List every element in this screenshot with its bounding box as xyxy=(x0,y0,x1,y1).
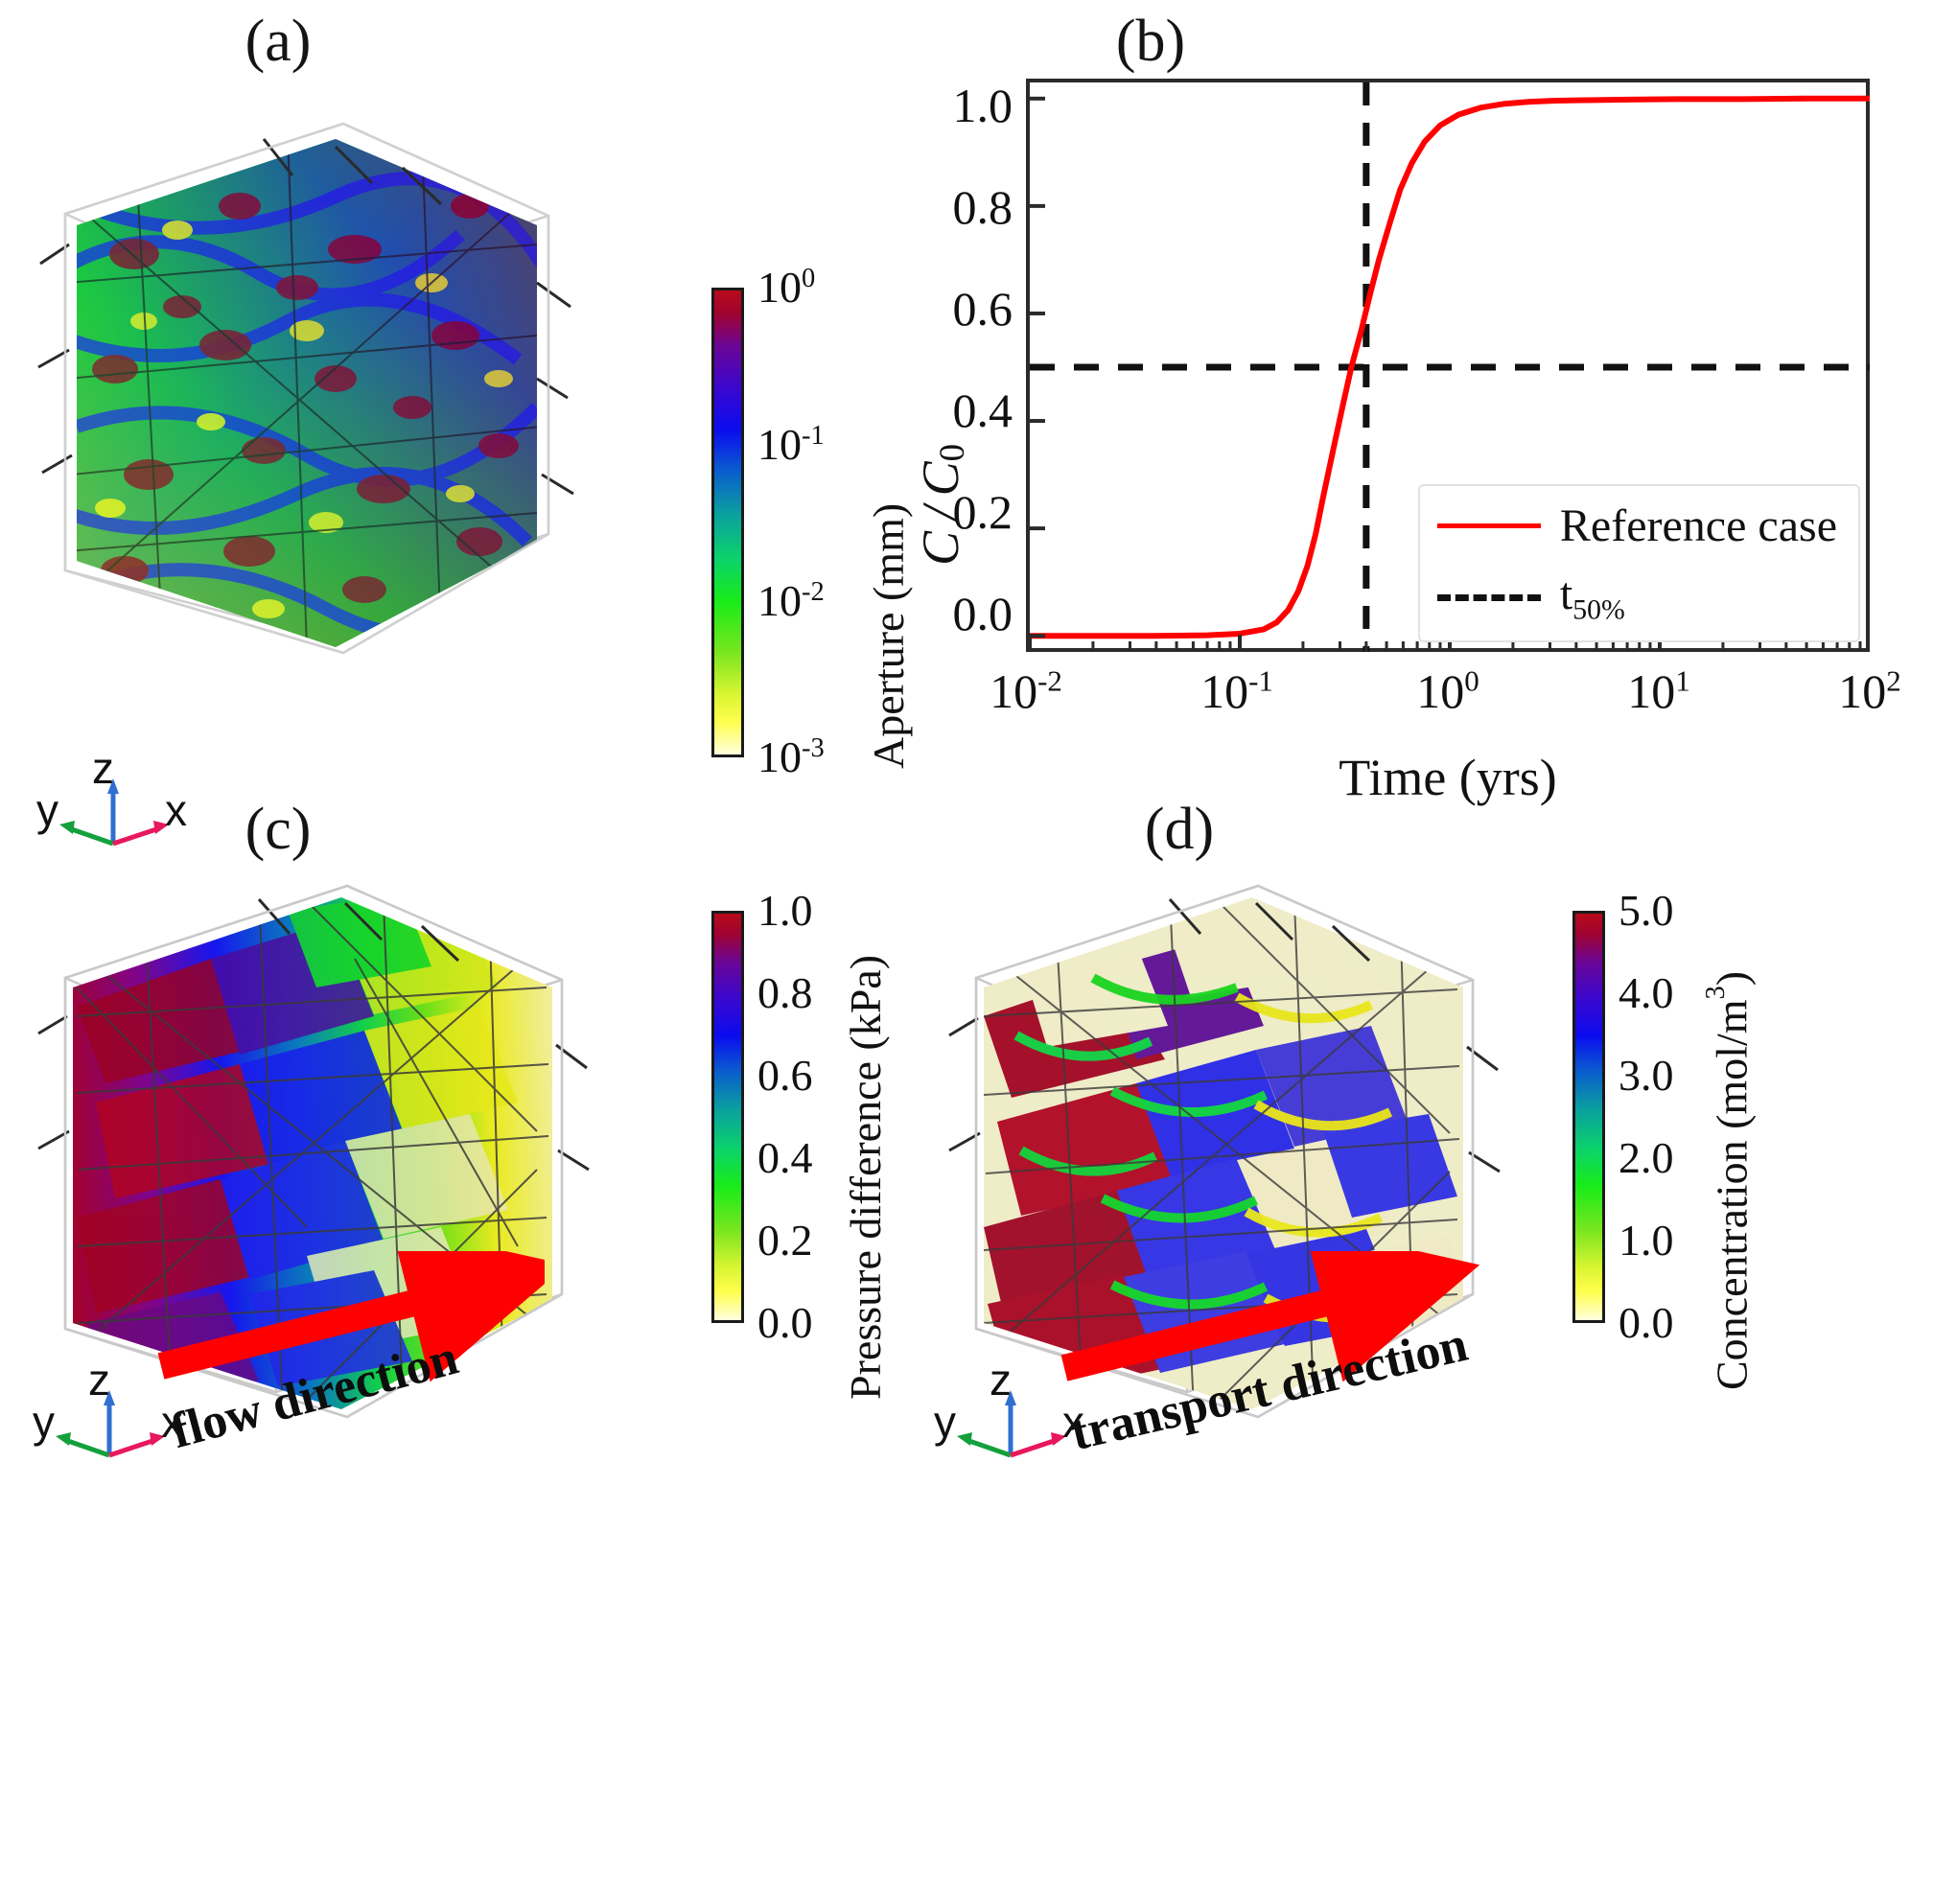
colorbar-c-tick-0.6: 0.6 xyxy=(757,1051,813,1100)
colorbar-d-tick-0.0: 0.0 xyxy=(1619,1298,1674,1347)
colorbar-c-gradient xyxy=(711,911,744,1323)
colorbar-c-tick-0.8: 0.8 xyxy=(757,968,813,1017)
legend-swatch-solid-red xyxy=(1436,523,1541,529)
triad-label-y-a: y xyxy=(36,785,58,835)
fracture-network-a xyxy=(37,122,574,655)
colorbar-d-tick-3.0: 3.0 xyxy=(1619,1051,1674,1100)
panel-b-label: (b) xyxy=(1115,9,1186,74)
y-tick-0.6: 0.6 xyxy=(952,282,1013,336)
axis-triad-c: y z x xyxy=(33,1355,196,1470)
colorbar-a-gradient xyxy=(711,288,744,757)
colorbar-c-tick-0.0: 0.0 xyxy=(757,1298,813,1347)
colorbar-d-tick-4.0: 4.0 xyxy=(1619,968,1674,1017)
x-axis-title-b: Time (yrs) xyxy=(1339,749,1557,806)
x-minor-ticks xyxy=(1091,641,1862,652)
x-tick-1e0: 100 xyxy=(1416,663,1479,718)
colorbar-aperture: 100 10-1 10-2 10-3 Aperture (mm) xyxy=(711,265,949,779)
colorbar-d-title: Concentration (mol/m3) xyxy=(1701,970,1757,1390)
y-tick-0.0: 0.0 xyxy=(952,587,1013,640)
y-tick-labels-b: 1.0 0.8 0.6 0.4 0.2 0.0 xyxy=(920,0,1013,920)
legend-swatch-dashed-black xyxy=(1436,593,1541,601)
colorbar-concentration: 5.0 4.0 3.0 2.0 1.0 0.0 Concentration (m… xyxy=(1572,889,1782,1390)
colorbar-c-tick-0.4: 0.4 xyxy=(757,1133,813,1182)
colorbar-c-tick-0.2: 0.2 xyxy=(757,1216,813,1265)
panel-a-3d-view xyxy=(19,91,594,743)
panel-a: (a) xyxy=(0,0,940,892)
legend-item-reference-case[interactable]: Reference case xyxy=(1436,499,1837,552)
x-tick-labels-b: 10-2 10-1 100 101 102 xyxy=(990,663,1901,740)
y-major-ticks xyxy=(1030,96,1045,639)
panel-a-label: (a) xyxy=(245,9,312,74)
triad-label-z-a: z xyxy=(92,743,114,793)
triad-label-z-d: z xyxy=(990,1355,1012,1405)
legend-b[interactable]: Reference case t50% xyxy=(1417,484,1860,642)
colorbar-c-ticks: 1.0 0.8 0.6 0.4 0.2 0.0 xyxy=(757,889,920,1345)
x-tick-1e1: 101 xyxy=(1627,663,1690,718)
flow-arrow-group: flow direction xyxy=(142,1225,568,1472)
triad-arrows-c xyxy=(56,1390,165,1458)
plot-svg-b xyxy=(1030,82,1870,652)
colorbar-pressure: 1.0 0.8 0.6 0.4 0.2 0.0 Pressure differe… xyxy=(711,889,920,1400)
x-tick-1e-1: 10-1 xyxy=(1200,663,1273,718)
x-tick-1e2: 102 xyxy=(1838,663,1901,718)
colorbar-d-ticks: 5.0 4.0 3.0 2.0 1.0 0.0 xyxy=(1619,889,1782,1345)
colorbar-a-tick-3: 10-3 xyxy=(757,732,825,782)
y-tick-0.2: 0.2 xyxy=(952,485,1013,539)
triad-label-z-c: z xyxy=(88,1355,110,1405)
legend-item-t50[interactable]: t50% xyxy=(1436,568,1837,627)
colorbar-a-tick-1: 10-1 xyxy=(757,420,825,470)
plot-area-b[interactable]: Reference case t50% xyxy=(1026,79,1870,652)
axis-triad-d: y z x xyxy=(934,1355,1097,1470)
panel-c-label: (c) xyxy=(245,797,312,862)
transport-arrow-group: transport direction xyxy=(1045,1225,1496,1481)
colorbar-a-ticks: 100 10-1 10-2 10-3 xyxy=(757,265,949,779)
panel-c: (c) xyxy=(0,797,940,1904)
y-tick-0.8: 0.8 xyxy=(952,180,1013,234)
panel-b: (b) C / C0 1.0 0.8 0.6 0.4 0.2 0.0 Re xyxy=(912,0,1933,920)
colorbar-a-title: Aperture (mm) xyxy=(864,502,913,769)
colorbar-a-tick-2: 10-2 xyxy=(757,576,825,626)
legend-label-reference-case: Reference case xyxy=(1559,500,1837,552)
triad-label-y-c: y xyxy=(33,1397,55,1447)
triad-label-y-d: y xyxy=(934,1397,956,1447)
flow-direction-arrow-icon xyxy=(157,1225,568,1382)
panel-d: (d) xyxy=(934,797,1933,1904)
colorbar-d-tick-5.0: 5.0 xyxy=(1619,886,1674,935)
colorbar-d-gradient xyxy=(1572,911,1605,1323)
y-tick-0.4: 0.4 xyxy=(952,383,1013,437)
triad-label-x-a: x xyxy=(165,785,187,835)
axis-triad-a: y z x xyxy=(36,743,199,858)
colorbar-a-tick-0: 100 xyxy=(757,263,816,313)
colorbar-d-tick-2.0: 2.0 xyxy=(1619,1133,1674,1182)
y-tick-1.0: 1.0 xyxy=(952,79,1013,132)
triad-label-x-d: x xyxy=(1062,1397,1084,1447)
reference-case-curve xyxy=(1030,95,1870,639)
triad-arrows-d xyxy=(957,1390,1066,1458)
legend-label-t50: t50% xyxy=(1559,569,1625,626)
x-tick-1e-2: 10-2 xyxy=(990,663,1062,718)
colorbar-c-title: Pressure difference (kPa) xyxy=(841,954,890,1400)
triad-arrows-a xyxy=(59,778,169,847)
triad-label-x-c: x xyxy=(161,1397,183,1447)
colorbar-c-tick-1.0: 1.0 xyxy=(757,886,813,935)
transport-direction-arrow-icon xyxy=(1060,1225,1480,1382)
panel-d-label: (d) xyxy=(1144,797,1215,862)
colorbar-d-tick-1.0: 1.0 xyxy=(1619,1216,1674,1265)
